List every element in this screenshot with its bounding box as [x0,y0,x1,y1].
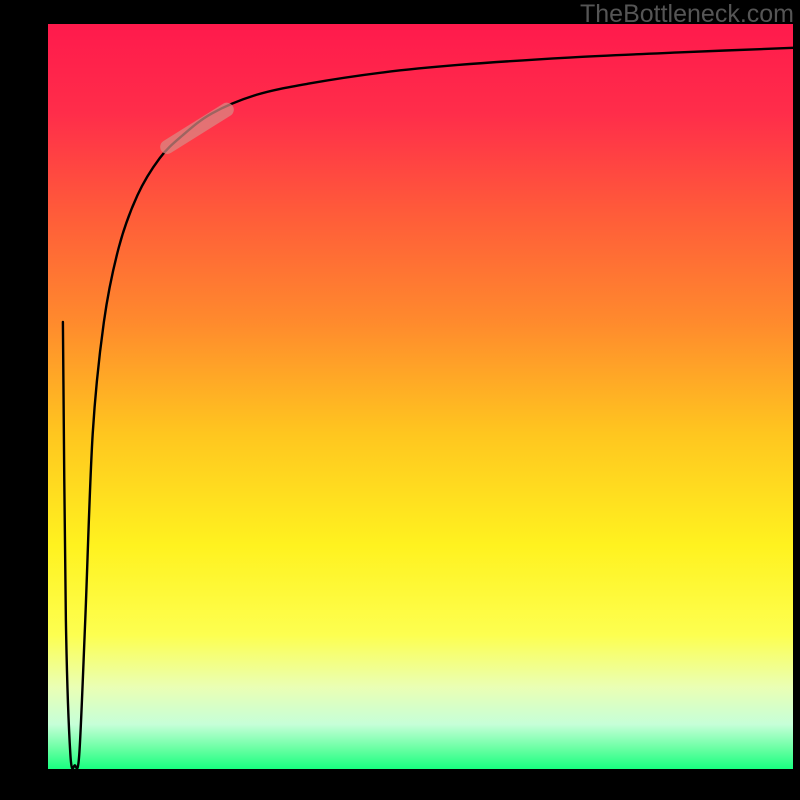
chart-stage: TheBottleneck.com [0,0,800,800]
watermark-text: TheBottleneck.com [580,0,794,29]
bottleneck-chart [0,0,800,800]
plot-background [48,24,793,769]
